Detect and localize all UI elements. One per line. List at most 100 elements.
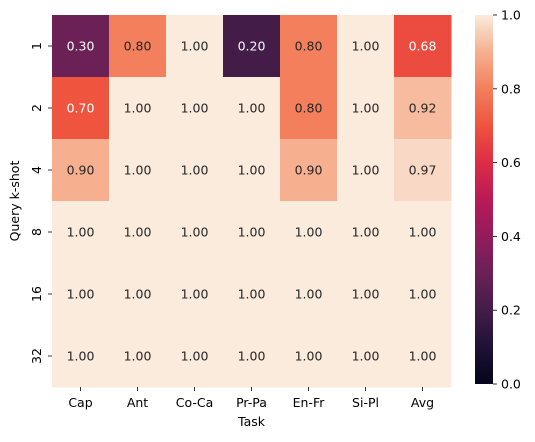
heatmap-cell xyxy=(52,263,110,326)
heatmap-cell xyxy=(280,139,338,202)
heatmap-cell xyxy=(223,139,281,202)
y-tick-label: 32 xyxy=(29,348,44,364)
heatmap-cell xyxy=(280,201,338,264)
cell-value-label: 1.00 xyxy=(352,163,380,178)
x-tick-label: Co-Ca xyxy=(176,395,214,410)
heatmap-cell xyxy=(280,77,338,140)
cell-value-label: 1.00 xyxy=(181,101,209,116)
cell-value-label: 1.00 xyxy=(352,287,380,302)
y-tick-label: 2 xyxy=(29,104,44,112)
heatmap-cell xyxy=(109,77,167,140)
heatmap-cells xyxy=(52,15,452,388)
cell-value-label: 1.00 xyxy=(124,349,152,364)
heatmap-cell xyxy=(394,325,452,388)
x-tick-label: Si-Pl xyxy=(352,395,379,410)
cell-value-label: 0.90 xyxy=(295,163,323,178)
colorbar-tick-label: 0.4 xyxy=(501,229,521,244)
colorbar-tick-label: 0.6 xyxy=(501,155,521,170)
heatmap-cell xyxy=(223,15,281,78)
cell-value-label: 1.00 xyxy=(124,101,152,116)
cell-value-label: 1.00 xyxy=(67,225,95,240)
heatmap-cell xyxy=(280,325,338,388)
y-axis-title: Query k-shot xyxy=(7,161,22,242)
cell-value-label: 1.00 xyxy=(181,39,209,54)
heatmap-cell xyxy=(223,201,281,264)
heatmap-cell xyxy=(166,139,224,202)
cell-value-label: 1.00 xyxy=(67,349,95,364)
y-tick-label: 1 xyxy=(29,42,44,50)
heatmap-cell xyxy=(223,77,281,140)
cell-value-label: 0.90 xyxy=(67,163,95,178)
colorbar-tick-label: 0.8 xyxy=(501,81,521,96)
cell-value-label: 0.92 xyxy=(409,101,437,116)
heatmap-cell xyxy=(394,201,452,264)
cell-value-label: 1.00 xyxy=(409,287,437,302)
heatmap-cell xyxy=(337,139,395,202)
y-axis: 1 2 4 8 16 32 xyxy=(29,42,52,364)
cell-value-label: 0.80 xyxy=(124,39,152,54)
heatmap-cell xyxy=(223,263,281,326)
cell-value-label: 1.00 xyxy=(181,225,209,240)
heatmap-cell xyxy=(394,15,452,78)
cell-value-label: 0.97 xyxy=(409,163,437,178)
heatmap-cell xyxy=(52,139,110,202)
heatmap-cell xyxy=(109,139,167,202)
heatmap-cell xyxy=(337,201,395,264)
x-tick-label: Avg xyxy=(411,395,434,410)
cell-value-label: 1.00 xyxy=(238,287,266,302)
x-tick-label: Cap xyxy=(68,395,92,410)
heatmap-cell-labels: 0.30 0.80 1.00 0.20 0.80 1.00 0.68 0.70 1.00 1.00… xyxy=(67,39,437,364)
cell-value-label: 1.00 xyxy=(181,349,209,364)
cell-value-label: 1.00 xyxy=(352,349,380,364)
heatmap-cell xyxy=(280,263,338,326)
cell-value-label: 1.00 xyxy=(409,225,437,240)
heatmap-cell xyxy=(394,77,452,140)
heatmap-cell xyxy=(337,15,395,78)
heatmap-cell xyxy=(109,325,167,388)
cell-value-label: 1.00 xyxy=(295,225,323,240)
y-tick-label: 4 xyxy=(29,166,44,174)
x-axis: Cap Ant Co-Ca Pr-Pa En-Fr Si-Pl Avg xyxy=(68,387,434,410)
x-tick-label: En-Fr xyxy=(293,395,326,410)
heatmap-cell xyxy=(394,139,452,202)
cell-value-label: 1.00 xyxy=(181,287,209,302)
cell-value-label: 1.00 xyxy=(238,349,266,364)
x-tick-label: Pr-Pa xyxy=(236,395,267,410)
cell-value-label: 1.00 xyxy=(124,287,152,302)
cell-value-label: 1.00 xyxy=(238,101,266,116)
cell-value-label: 0.20 xyxy=(238,39,266,54)
cell-value-label: 1.00 xyxy=(124,225,152,240)
cell-value-label: 1.00 xyxy=(67,287,95,302)
colorbar-tick-label: 0.2 xyxy=(501,303,521,318)
heatmap-cell xyxy=(223,325,281,388)
cell-value-label: 1.00 xyxy=(124,163,152,178)
colorbar-tick-label: 0.0 xyxy=(501,377,521,392)
cell-value-label: 0.80 xyxy=(295,101,323,116)
heatmap-cell xyxy=(109,15,167,78)
cell-value-label: 1.00 xyxy=(352,101,380,116)
y-tick-label: 16 xyxy=(29,286,44,302)
heatmap-cell xyxy=(52,325,110,388)
x-axis-title: Task xyxy=(237,414,266,429)
cell-value-label: 1.00 xyxy=(409,349,437,364)
cell-value-label: 1.00 xyxy=(238,163,266,178)
heatmap-cell xyxy=(109,201,167,264)
y-tick-label: 8 xyxy=(29,228,44,236)
cell-value-label: 0.70 xyxy=(67,101,95,116)
heatmap-cell xyxy=(166,77,224,140)
x-tick-label: Ant xyxy=(127,395,148,410)
colorbar: 0.0 0.2 0.4 0.6 0.8 1.0 xyxy=(475,8,521,392)
heatmap-cell xyxy=(52,15,110,78)
cell-value-label: 1.00 xyxy=(181,163,209,178)
heatmap-cell xyxy=(166,201,224,264)
cell-value-label: 1.00 xyxy=(238,225,266,240)
heatmap-cell xyxy=(109,263,167,326)
heatmap-cell xyxy=(166,325,224,388)
heatmap-cell xyxy=(337,77,395,140)
cell-value-label: 1.00 xyxy=(295,287,323,302)
cell-value-label: 1.00 xyxy=(295,349,323,364)
heatmap-cell xyxy=(394,263,452,326)
cell-value-label: 0.30 xyxy=(67,39,95,54)
heatmap-cell xyxy=(166,15,224,78)
